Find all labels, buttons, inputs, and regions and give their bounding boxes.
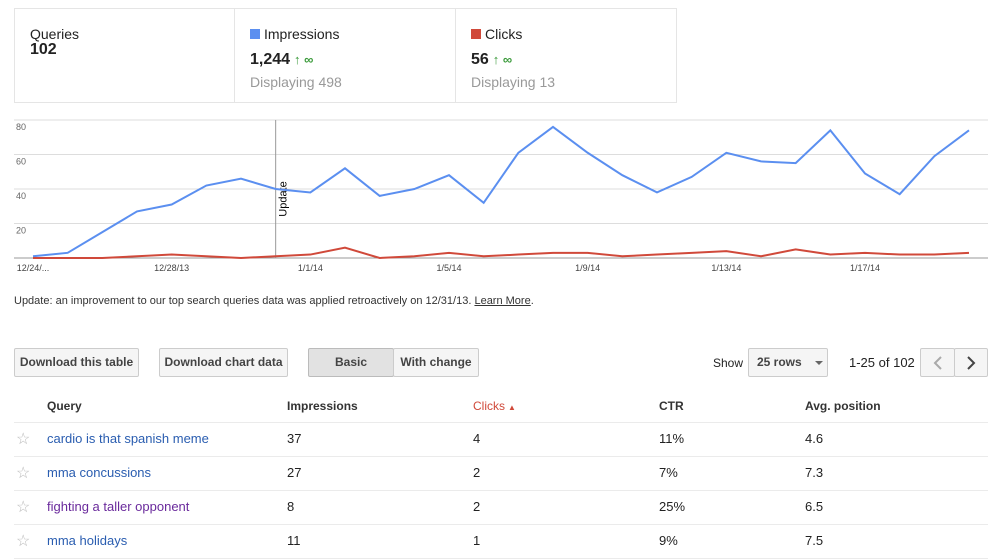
table-cell: cardio is that spanish meme bbox=[47, 431, 209, 446]
x-tick-label: 1/13/14 bbox=[711, 263, 741, 273]
queries-value: 102 bbox=[30, 41, 57, 58]
notice: Update: an improvement to our top search… bbox=[14, 295, 534, 307]
query-link[interactable]: mma holidays bbox=[47, 533, 128, 548]
legend-swatch bbox=[471, 29, 481, 39]
y-tick-label: 40 bbox=[16, 191, 26, 201]
x-tick-label: 12/24/... bbox=[17, 263, 50, 273]
learn-more-link[interactable]: Learn More bbox=[474, 295, 531, 307]
download-chart-button[interactable]: Download chart data bbox=[159, 348, 288, 377]
table-cell: 8 bbox=[287, 499, 295, 514]
clicks-label: Clicks bbox=[471, 26, 522, 42]
prev-icon bbox=[933, 356, 942, 370]
change: ↑ ∞ bbox=[492, 52, 513, 67]
y-tick-label: 80 bbox=[16, 122, 26, 132]
header-cell[interactable]: CTR bbox=[659, 399, 684, 413]
with-change-toggle[interactable]: With change bbox=[393, 348, 479, 377]
table-cell: 11 bbox=[287, 533, 301, 548]
next-button[interactable] bbox=[954, 348, 988, 377]
queries-card: Queries 102 bbox=[14, 8, 235, 103]
impressions-card: Impressions 1,244 ↑ ∞ Displaying 498 bbox=[234, 8, 456, 103]
table-cell: 7% bbox=[659, 465, 678, 480]
table-cell: 7.5 bbox=[805, 533, 824, 548]
table-row: ☆ cardio is that spanish meme 37 4 11% 4.6 bbox=[14, 422, 988, 457]
table-cell: 37 bbox=[287, 431, 302, 446]
x-tick-label: 12/28/13 bbox=[154, 263, 189, 273]
series-line bbox=[32, 125, 970, 258]
legend-label: Clicks bbox=[485, 26, 523, 42]
x-tick-label: 1/9/14 bbox=[575, 263, 600, 273]
star-icon[interactable]: ☆ bbox=[16, 465, 31, 482]
prev-button[interactable] bbox=[920, 348, 955, 377]
table-row: ☆ fighting a taller opponent 8 2 25% 6.5 bbox=[14, 490, 988, 525]
download-table-button[interactable]: Download this table bbox=[14, 348, 139, 377]
table-cell: 11% bbox=[659, 431, 685, 446]
header-row: Query Impressions Clicks ▲ CTR Avg. position bbox=[14, 390, 988, 423]
table-cell: 7.3 bbox=[805, 465, 824, 480]
sort-arrow: ▲ bbox=[508, 403, 516, 412]
show-label: Show bbox=[713, 356, 744, 370]
table-cell: 4.6 bbox=[805, 431, 824, 446]
table-cell: 4 bbox=[473, 431, 481, 446]
table-row: ☆ mma holidays 11 1 9% 7.5 bbox=[14, 524, 988, 559]
table-cell: 2 bbox=[473, 465, 481, 480]
legend-swatch bbox=[250, 29, 260, 39]
query-link[interactable]: fighting a taller opponent bbox=[47, 499, 190, 514]
impressions-label: Impressions bbox=[250, 26, 339, 42]
dropdown-arrow bbox=[815, 361, 823, 365]
star-icon[interactable]: ☆ bbox=[16, 533, 31, 550]
notice-text: Update: an improvement to our top search… bbox=[14, 295, 472, 307]
header-cell[interactable]: Impressions bbox=[287, 399, 358, 413]
header-cell[interactable]: Clicks ▲ bbox=[473, 399, 516, 413]
legend-label: Impressions bbox=[264, 26, 340, 42]
page-range: 1-25 of 102 bbox=[849, 355, 915, 370]
annotation-text: Update bbox=[278, 181, 290, 216]
x-tick-label: 1/5/14 bbox=[436, 263, 461, 273]
query-link[interactable]: cardio is that spanish meme bbox=[47, 431, 209, 446]
change-value: ∞ bbox=[502, 52, 513, 67]
change: ↑ ∞ bbox=[294, 52, 314, 67]
clicks-card: Clicks 56 ↑ ∞ Displaying 13 bbox=[455, 8, 677, 103]
table-cell: 2 bbox=[473, 499, 481, 514]
y-tick-label: 20 bbox=[16, 226, 26, 236]
header-cell[interactable]: Avg. position bbox=[805, 399, 881, 413]
table-row: ☆ mma concussions 27 2 7% 7.3 bbox=[14, 456, 988, 491]
table-cell: 6.5 bbox=[805, 499, 824, 514]
chart: 20 40 60 80 12/24/... 12/28/13 1/1/14 1/5/14 1/9… bbox=[14, 119, 988, 273]
y-tick-label: 60 bbox=[16, 157, 26, 167]
table-cell: fighting a taller opponent bbox=[47, 499, 189, 514]
header-cell: Query bbox=[47, 399, 82, 413]
queries-label: Queries bbox=[30, 26, 80, 42]
query-link[interactable]: mma concussions bbox=[47, 465, 152, 480]
table-cell: 9% bbox=[659, 533, 678, 548]
next-icon bbox=[967, 356, 976, 370]
table-cell: 25% bbox=[659, 499, 686, 514]
clicks-value: 56 ↑ ∞ bbox=[471, 51, 512, 69]
series-line bbox=[33, 246, 970, 260]
impressions-displaying: Displaying 498 bbox=[250, 74, 342, 90]
rows-dropdown[interactable]: 25 rows bbox=[748, 348, 828, 377]
star-icon[interactable]: ☆ bbox=[16, 499, 31, 516]
rows-value: 25 rows bbox=[757, 355, 802, 369]
table-cell: mma concussions bbox=[47, 465, 151, 480]
table-cell: 1 bbox=[473, 533, 481, 548]
change-value: ∞ bbox=[304, 52, 314, 67]
star-icon[interactable]: ☆ bbox=[16, 431, 31, 448]
clicks-displaying: Displaying 13 bbox=[471, 74, 556, 90]
impressions-value: 1,244 ↑ ∞ bbox=[250, 51, 313, 69]
value: 1,244 bbox=[250, 51, 291, 68]
table-cell: 27 bbox=[287, 465, 302, 480]
value: 56 bbox=[471, 51, 489, 68]
x-tick-label: 1/17/14 bbox=[850, 263, 880, 273]
basic-toggle[interactable]: Basic bbox=[308, 348, 394, 377]
x-tick-label: 1/1/14 bbox=[298, 263, 323, 273]
table-cell: mma holidays bbox=[47, 533, 127, 548]
